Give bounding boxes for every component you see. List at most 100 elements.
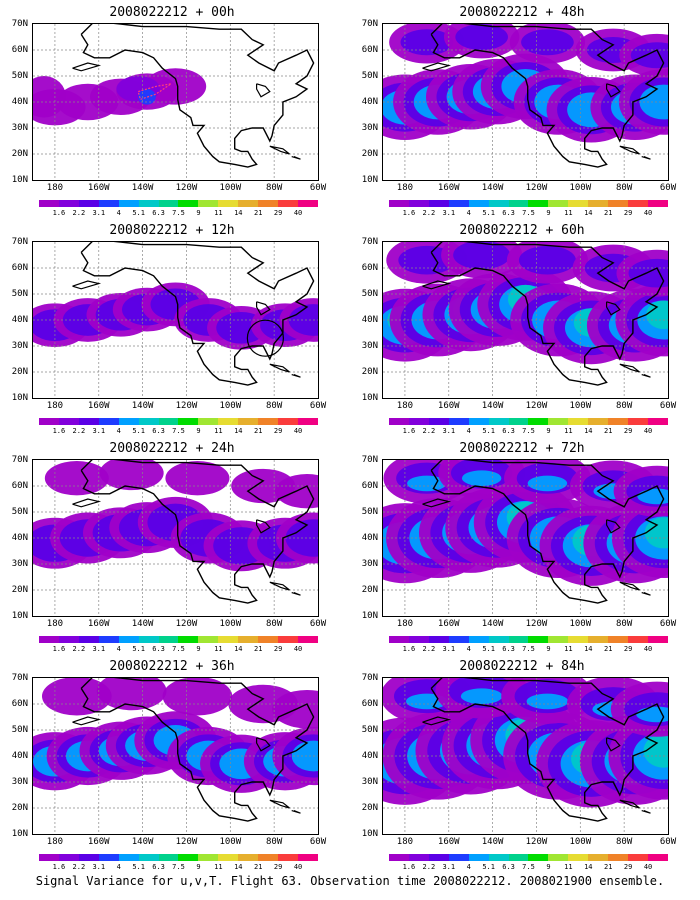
- color-bar-swatch: [58, 636, 79, 643]
- color-bar-swatch: [608, 418, 629, 425]
- lon-tick-label: 120W: [525, 837, 548, 847]
- color-bar-swatch: [218, 636, 239, 643]
- color-bar-swatch: [528, 854, 549, 861]
- island-outline: [269, 581, 290, 591]
- lat-tick-label: 50N: [11, 289, 28, 299]
- color-bar-swatch: [389, 200, 409, 207]
- color-bar-swatch: [218, 854, 239, 861]
- color-bar-swatch: [548, 636, 569, 643]
- color-bar-swatch: [297, 636, 318, 643]
- variance-map-svg: [33, 242, 318, 398]
- color-bar-label: 11: [214, 427, 223, 435]
- color-bar-label: 21: [603, 427, 613, 435]
- color-bar-label: 7.5: [172, 427, 185, 435]
- color-bar-swatch: [78, 854, 99, 861]
- lon-tick-label: 160W: [87, 837, 110, 847]
- color-bar-label: 6.3: [152, 645, 165, 653]
- color-bar-swatch: [448, 854, 469, 861]
- color-bar-swatch: [528, 418, 549, 425]
- lon-tick-label: 100W: [569, 619, 592, 629]
- color-bar-label: 9: [196, 209, 201, 217]
- map-area: [382, 23, 669, 181]
- lon-tick-label: 160W: [87, 619, 110, 629]
- color-bar-swatch: [588, 418, 609, 425]
- variance-contour: [33, 76, 66, 118]
- lon-tick-label: 120W: [175, 401, 198, 411]
- color-bar-swatch: [278, 418, 298, 425]
- color-bar-label: 1.6: [52, 427, 66, 435]
- color-bar-swatch: [238, 418, 259, 425]
- color-bar-swatch: [608, 636, 629, 643]
- lon-tick-label: 160W: [87, 401, 110, 411]
- color-bar-swatch: [568, 854, 589, 861]
- lat-tick-label: 60N: [361, 45, 378, 55]
- color-bar-swatch: [389, 854, 409, 861]
- variance-contour: [398, 245, 456, 275]
- map-area: [382, 677, 669, 835]
- lat-tick-label: 70N: [361, 673, 378, 683]
- color-bar-label: 29: [273, 863, 283, 871]
- panel-title: 2008022212 + 72h: [459, 441, 585, 456]
- lake-outline: [256, 83, 271, 98]
- lake-outline: [256, 737, 271, 752]
- variance-map-svg: [33, 678, 318, 834]
- color-bar-swatch: [138, 418, 159, 425]
- color-bar-label: 9: [546, 863, 551, 871]
- lon-tick-label: 140W: [481, 837, 504, 847]
- color-bar-label: 14: [584, 863, 593, 871]
- color-bar-swatch: [58, 418, 79, 425]
- color-bar-swatch: [118, 854, 139, 861]
- color-bar-label: 5.1: [132, 209, 145, 217]
- lon-tick-label: 120W: [175, 619, 198, 629]
- lon-tick-label: 140W: [481, 619, 504, 629]
- island-outline: [269, 363, 290, 373]
- variance-contour: [288, 304, 318, 336]
- color-bar-label: 21: [603, 645, 613, 653]
- highlight-circle: [246, 319, 284, 357]
- lat-tick-label: 10N: [11, 829, 28, 839]
- lon-tick-label: 120W: [525, 619, 548, 629]
- lon-tick-label: 60W: [659, 401, 677, 411]
- color-bar-swatch: [98, 200, 119, 207]
- color-bar-swatch: [178, 418, 199, 425]
- lake-outline: [256, 301, 271, 316]
- color-bar-swatch: [408, 418, 429, 425]
- lon-tick-label: 160W: [87, 183, 110, 193]
- color-bar-swatch: [468, 418, 489, 425]
- color-bar-swatch: [118, 636, 139, 643]
- lat-tick-label: 50N: [361, 289, 378, 299]
- lon-tick-label: 60W: [309, 837, 327, 847]
- variance-map-svg: [383, 242, 668, 398]
- lat-tick-label: 50N: [361, 725, 378, 735]
- lat-tick-label: 20N: [361, 803, 378, 813]
- color-bar-swatch: [389, 636, 409, 643]
- color-bar-label: 21: [253, 209, 263, 217]
- map-panel: 2008022212 + 12h 70N 60N 50N 40N 30N 20N 10N 180…: [2, 223, 342, 445]
- color-bar-swatch: [238, 854, 259, 861]
- color-bar-label: 9: [546, 427, 551, 435]
- variance-contour: [639, 84, 668, 120]
- color-bar-label: 2.2: [422, 645, 436, 653]
- panel-title: 2008022212 + 00h: [109, 5, 235, 20]
- color-bar-swatch: [428, 418, 449, 425]
- lon-tick-label: 80W: [266, 183, 283, 193]
- lon-tick-label: 80W: [616, 837, 633, 847]
- color-bar-label: 11: [564, 863, 573, 871]
- panel-title: 2008022212 + 60h: [459, 223, 585, 238]
- variance-contour: [526, 693, 569, 710]
- map-panel: 2008022212 + 60h 70N 60N 50N 40N 30N 20N 10N 180…: [352, 223, 692, 445]
- color-bar-label: 4: [116, 863, 121, 871]
- lon-tick-label: 100W: [219, 837, 242, 847]
- color-bar-label: 14: [584, 209, 593, 217]
- variance-map-svg: [33, 460, 318, 616]
- color-bar-swatch: [468, 200, 489, 207]
- color-bar-swatch: [118, 418, 139, 425]
- color-bar-swatch: [278, 854, 298, 861]
- island-outline: [422, 62, 452, 72]
- color-bar-swatch: [508, 854, 529, 861]
- island-outline: [291, 374, 301, 378]
- color-bar-label: 6.3: [152, 209, 165, 217]
- color-bar-swatch: [548, 854, 569, 861]
- panel-title: 2008022212 + 12h: [109, 223, 235, 238]
- color-bar-swatch: [528, 200, 549, 207]
